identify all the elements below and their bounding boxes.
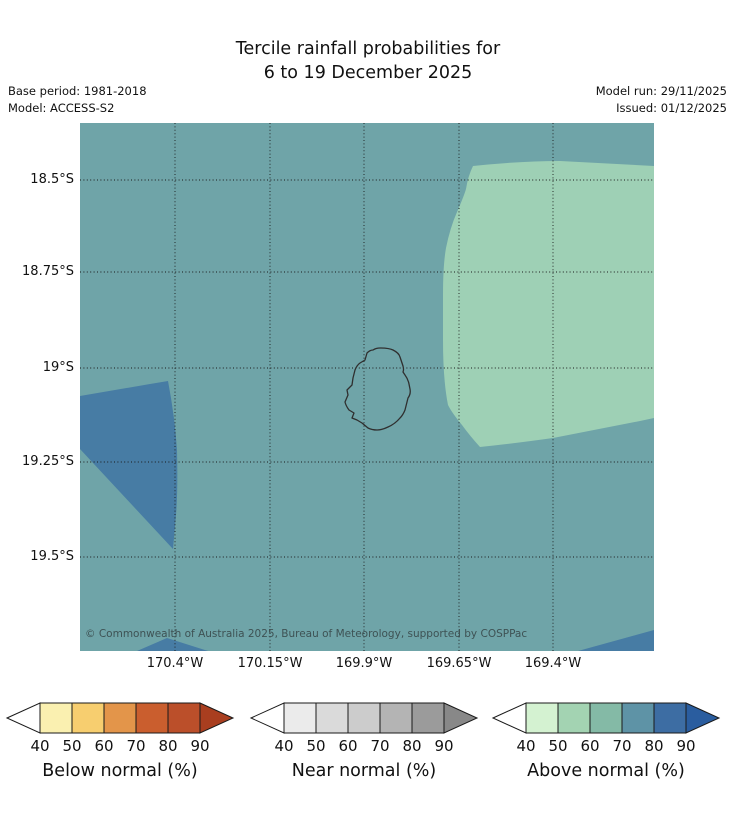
x-axis-tick: 169.4°W bbox=[524, 656, 582, 671]
meta-left: Base period: 1981-2018 Model: ACCESS-S2 bbox=[8, 83, 147, 117]
colorbar-tick: 80 bbox=[644, 737, 664, 755]
issued-text: Issued: 01/12/2025 bbox=[616, 101, 727, 115]
y-axis-tick: 19.25°S bbox=[22, 454, 74, 469]
colorbar-tick: 80 bbox=[402, 737, 422, 755]
colorbar-above-normal bbox=[491, 702, 721, 734]
colorbar-segment bbox=[589, 702, 623, 734]
legend-bar-below-normal: 40 50 60 70 80 90 Below normal (%) bbox=[5, 702, 235, 785]
colorbar-tick: 50 bbox=[62, 737, 82, 755]
colorbar-segment bbox=[557, 702, 591, 734]
page-title-line1: Tercile rainfall probabilities for bbox=[235, 39, 501, 59]
colorbar-tick: 90 bbox=[676, 737, 696, 755]
y-axis-tick: 19°S bbox=[42, 360, 74, 375]
x-axis-tick: 170.4°W bbox=[146, 656, 204, 671]
colorbar-tick: 50 bbox=[548, 737, 568, 755]
colorbar-tick: 70 bbox=[126, 737, 146, 755]
map-region-above-80-90-west bbox=[80, 381, 178, 549]
x-axis-tick: 170.15°W bbox=[237, 656, 303, 671]
colorbar-tick: 70 bbox=[612, 737, 632, 755]
map-region-above-50-60 bbox=[443, 161, 654, 447]
colorbar-segment bbox=[653, 702, 687, 734]
colorbar-segment bbox=[525, 702, 559, 734]
colorbar-tick: 50 bbox=[306, 737, 326, 755]
page-title-line2: 6 to 19 December 2025 bbox=[263, 63, 473, 83]
colorbar-right-arrow bbox=[685, 702, 721, 734]
colorbar-segment bbox=[315, 702, 349, 734]
colorbar-tick: 40 bbox=[516, 737, 536, 755]
colorbar-label-above-normal: Above normal (%) bbox=[527, 761, 685, 781]
colorbar-segment bbox=[71, 702, 105, 734]
model-text: Model: ACCESS-S2 bbox=[8, 101, 115, 115]
legend-bar-near-normal: 40 50 60 70 80 90 Near normal (%) bbox=[249, 702, 479, 785]
map-attribution: © Commonwealth of Australia 2025, Bureau… bbox=[85, 628, 527, 640]
colorbar-tick: 90 bbox=[434, 737, 454, 755]
colorbar-left-arrow bbox=[249, 702, 285, 734]
map-canvas: © Commonwealth of Australia 2025, Bureau… bbox=[80, 123, 654, 651]
colorbar-tick: 60 bbox=[94, 737, 114, 755]
colorbar-tick: 40 bbox=[30, 737, 50, 755]
y-axis-tick: 19.5°S bbox=[30, 549, 74, 564]
colorbar-below-normal bbox=[5, 702, 235, 734]
map-region-above-80-90-south-right bbox=[578, 630, 654, 651]
colorbar-label-near-normal: Near normal (%) bbox=[291, 761, 437, 781]
x-axis-tick: 169.65°W bbox=[426, 656, 492, 671]
island-outline bbox=[344, 347, 411, 431]
colorbar-segment bbox=[283, 702, 317, 734]
colorbar-tick: 80 bbox=[158, 737, 178, 755]
colorbar-left-arrow bbox=[5, 702, 41, 734]
colorbar-tick: 60 bbox=[338, 737, 358, 755]
x-axis-tick: 169.9°W bbox=[335, 656, 393, 671]
colorbar-tick: 40 bbox=[274, 737, 294, 755]
colorbar-left-arrow bbox=[491, 702, 527, 734]
colorbar-right-arrow bbox=[443, 702, 479, 734]
colorbar-segment bbox=[347, 702, 381, 734]
colorbar-segment bbox=[167, 702, 201, 734]
legend-bar-above-normal: 40 50 60 70 80 90 Above normal (%) bbox=[491, 702, 721, 785]
colorbar-near-normal bbox=[249, 702, 479, 734]
colorbar-segment bbox=[379, 702, 413, 734]
colorbar-tick: 90 bbox=[190, 737, 210, 755]
map-region-above-80-90-south-left bbox=[137, 638, 208, 651]
y-axis-tick: 18.75°S bbox=[22, 264, 74, 279]
colorbar-tick: 70 bbox=[370, 737, 390, 755]
colorbar-segment bbox=[39, 702, 73, 734]
colorbar-tick: 60 bbox=[580, 737, 600, 755]
model-run-text: Model run: 29/11/2025 bbox=[595, 84, 727, 98]
colorbar-segment bbox=[621, 702, 655, 734]
meta-right: Model run: 29/11/2025 Issued: 01/12/2025 bbox=[596, 83, 727, 117]
y-axis-tick: 18.5°S bbox=[30, 172, 74, 187]
colorbar-label-below-normal: Below normal (%) bbox=[42, 761, 198, 781]
page-title: Tercile rainfall probabilities for 6 to … bbox=[0, 37, 736, 85]
colorbar-segment bbox=[411, 702, 445, 734]
colorbar-segment bbox=[135, 702, 169, 734]
base-period-text: Base period: 1981-2018 bbox=[8, 84, 147, 98]
colorbar-segment bbox=[103, 702, 137, 734]
colorbar-right-arrow bbox=[199, 702, 235, 734]
